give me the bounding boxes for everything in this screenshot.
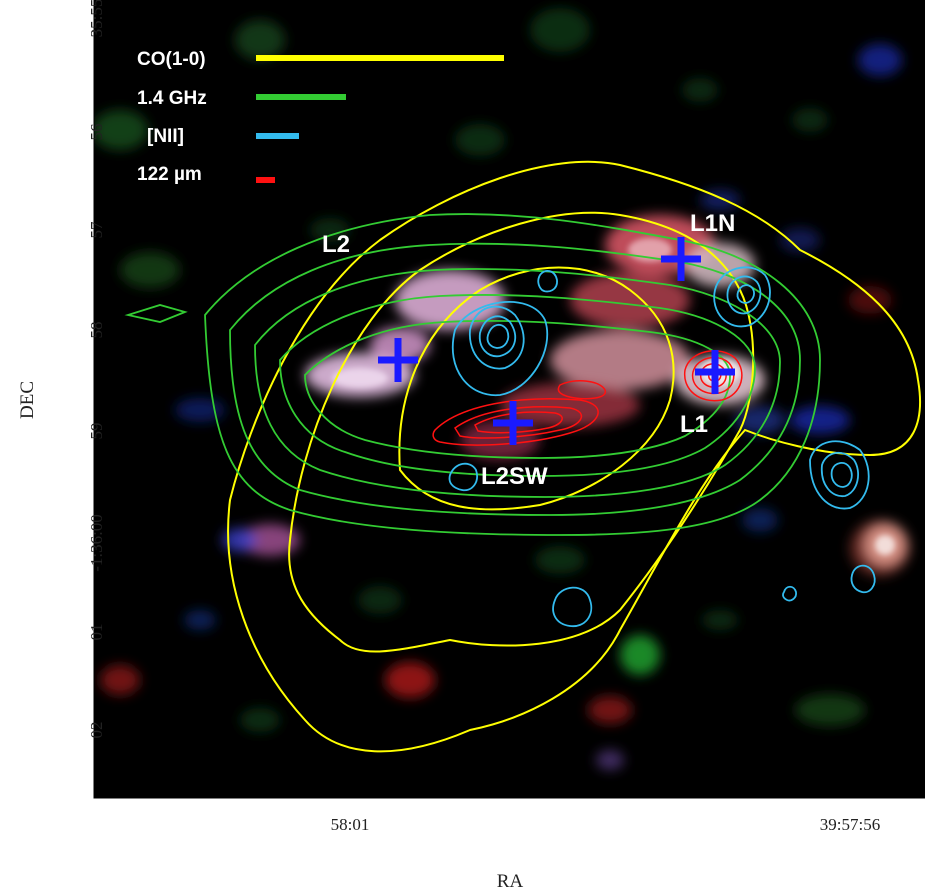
co-contours (227, 160, 921, 753)
x-tick-label: 58:01 (331, 815, 370, 834)
y-tick-label: 59 (87, 423, 106, 440)
marker-l1n (661, 237, 701, 281)
y-tick-label: 02 (87, 722, 106, 739)
marker-l2 (378, 338, 418, 382)
y-tick-label: 56 (87, 124, 106, 141)
radio-contours (124, 213, 821, 536)
y-tick-label: -1:36:00 (87, 514, 106, 572)
legend-swatch-radio (256, 94, 346, 100)
source-label-l1: L1 (680, 411, 708, 438)
x-tick-label: 39:57:56 (820, 815, 880, 834)
marker-l1 (695, 350, 735, 394)
y-tick-label: 57 (87, 221, 106, 239)
y-tick-label: 01 (87, 624, 106, 641)
legend-swatch-nii (256, 133, 299, 139)
source-label-l2sw: L2SW (481, 463, 548, 490)
y-axis: 35:55 56 57 58 59 -1:36:00 01 02 DEC (17, 0, 106, 739)
x-axis: 58:01 39:57:56 RA (331, 815, 881, 892)
legend-label-nii: [NII] (147, 126, 184, 147)
legend-swatch-co (256, 55, 504, 61)
source-markers (378, 237, 735, 445)
y-axis-title: DEC (17, 381, 38, 419)
emission-map: L2 L1N L1 L2SW CO(1-0) 1.4 GHz [NII] 122… (94, 8, 921, 770)
source-label-l1n: L1N (690, 210, 735, 237)
nii-contours (448, 266, 876, 627)
x-axis-title: RA (497, 871, 524, 892)
marker-l2sw (493, 401, 533, 445)
legend-label-radio: 1.4 GHz (137, 88, 207, 109)
legend-label-fir: 122 µm (137, 164, 202, 185)
legend-swatch-fir (256, 177, 275, 183)
legend-label-co: CO(1-0) (137, 49, 206, 70)
legend: CO(1-0) 1.4 GHz [NII] 122 µm (137, 49, 504, 185)
y-tick-label: 58 (87, 322, 106, 339)
fir-contours (432, 350, 743, 446)
source-label-l2: L2 (322, 231, 350, 258)
y-tick-label: 35:55 (87, 0, 106, 37)
